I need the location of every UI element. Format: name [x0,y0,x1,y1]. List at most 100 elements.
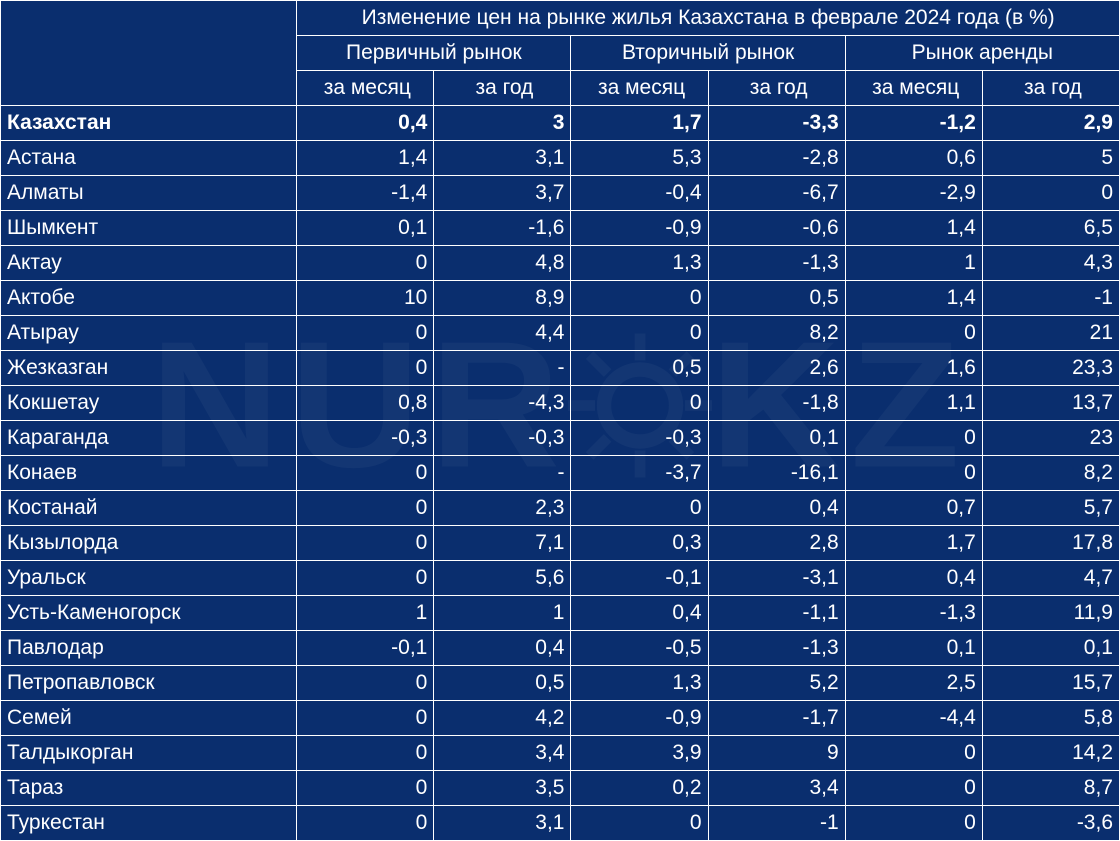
data-cell: 0,4 [571,596,708,631]
data-cell: 0 [571,281,708,316]
data-cell: -3,7 [571,456,708,491]
table-row: Шымкент0,1-1,6-0,9-0,61,46,5 [1,211,1120,246]
data-cell: 3,9 [571,736,708,771]
data-cell: 0 [571,386,708,421]
data-cell: 2,9 [982,106,1119,141]
data-cell: 0,2 [571,771,708,806]
data-cell: 1,4 [297,141,434,176]
data-cell: 0,4 [297,106,434,141]
data-cell: -0,3 [297,421,434,456]
table-header-main: Изменение цен на рынке жилья Казахстана … [1,1,1120,36]
header-empty-cell [1,1,297,106]
table-row: Конаев0--3,7-16,108,2 [1,456,1120,491]
city-name-cell: Конаев [1,456,297,491]
city-name-cell: Кокшетау [1,386,297,421]
data-cell: 6,5 [982,211,1119,246]
data-cell: - [434,456,571,491]
data-cell: 0 [297,701,434,736]
data-cell: 1,1 [845,386,982,421]
data-cell: 2,6 [708,351,845,386]
data-cell: -0,5 [571,631,708,666]
table-main-title: Изменение цен на рынке жилья Казахстана … [297,1,1120,36]
period-header: за месяц [845,71,982,106]
city-name-cell: Алматы [1,176,297,211]
city-name-cell: Усть-Каменогорск [1,596,297,631]
table-row: Атырау04,408,2021 [1,316,1120,351]
table-row: Актау04,81,3-1,314,3 [1,246,1120,281]
data-cell: 1,4 [845,281,982,316]
data-cell: 0,5 [434,666,571,701]
table-row: Павлодар-0,10,4-0,5-1,30,10,1 [1,631,1120,666]
city-name-cell: Туркестан [1,806,297,841]
data-cell: -3,1 [708,561,845,596]
housing-price-table: Изменение цен на рынке жилья Казахстана … [0,0,1120,841]
data-cell: 4,7 [982,561,1119,596]
data-cell: 5,3 [571,141,708,176]
city-name-cell: Казахстан [1,106,297,141]
data-cell: 0,1 [708,421,845,456]
data-cell: -1,1 [708,596,845,631]
data-cell: -4,3 [434,386,571,421]
city-name-cell: Караганда [1,421,297,456]
period-header: за год [708,71,845,106]
data-cell: 3,5 [434,771,571,806]
data-cell: 3 [434,106,571,141]
data-cell: 1 [845,246,982,281]
table-row: Астана1,43,15,3-2,80,65 [1,141,1120,176]
table-row: Талдыкорган03,43,99014,2 [1,736,1120,771]
data-cell: 13,7 [982,386,1119,421]
data-cell: 23 [982,421,1119,456]
data-cell: 0 [845,456,982,491]
period-header: за месяц [297,71,434,106]
data-cell: 0 [982,176,1119,211]
period-header: за год [434,71,571,106]
data-cell: -0,4 [571,176,708,211]
data-cell: -0,3 [434,421,571,456]
data-cell: 0,1 [982,631,1119,666]
data-cell: -1,6 [434,211,571,246]
data-cell: -1,3 [708,631,845,666]
data-cell: 8,9 [434,281,571,316]
data-cell: 5,6 [434,561,571,596]
data-cell: 0 [571,806,708,841]
data-cell: 17,8 [982,526,1119,561]
data-cell: 2,3 [434,491,571,526]
data-cell: 0 [297,771,434,806]
data-cell: 5,8 [982,701,1119,736]
table-row: Казахстан0,431,7-3,3-1,22,9 [1,106,1120,141]
data-cell: -0,6 [708,211,845,246]
data-cell: 5,7 [982,491,1119,526]
table-row: Костанай02,300,40,75,7 [1,491,1120,526]
data-cell: 7,1 [434,526,571,561]
data-cell: 0,8 [297,386,434,421]
data-cell: 8,2 [708,316,845,351]
data-cell: - [434,351,571,386]
data-cell: 0 [297,561,434,596]
city-name-cell: Уральск [1,561,297,596]
market-header-rental: Рынок аренды [845,36,1119,71]
data-cell: 0 [845,736,982,771]
period-header: за месяц [571,71,708,106]
data-cell: -1,7 [708,701,845,736]
data-cell: 4,4 [434,316,571,351]
data-cell: 1 [297,596,434,631]
city-name-cell: Шымкент [1,211,297,246]
table-row: Усть-Каменогорск110,4-1,1-1,311,9 [1,596,1120,631]
data-cell: 8,2 [982,456,1119,491]
data-cell: 0 [297,526,434,561]
data-cell: -1 [708,806,845,841]
data-cell: 3,7 [434,176,571,211]
data-cell: -1,2 [845,106,982,141]
data-cell: 0,4 [708,491,845,526]
data-cell: 0 [297,351,434,386]
data-cell: 5,2 [708,666,845,701]
data-cell: -0,3 [571,421,708,456]
data-cell: 0 [571,491,708,526]
data-cell: -1 [982,281,1119,316]
data-cell: 4,2 [434,701,571,736]
data-cell: 10 [297,281,434,316]
city-name-cell: Кызылорда [1,526,297,561]
table-row: Кызылорда07,10,32,81,717,8 [1,526,1120,561]
data-cell: 3,4 [434,736,571,771]
data-cell: 0,5 [571,351,708,386]
